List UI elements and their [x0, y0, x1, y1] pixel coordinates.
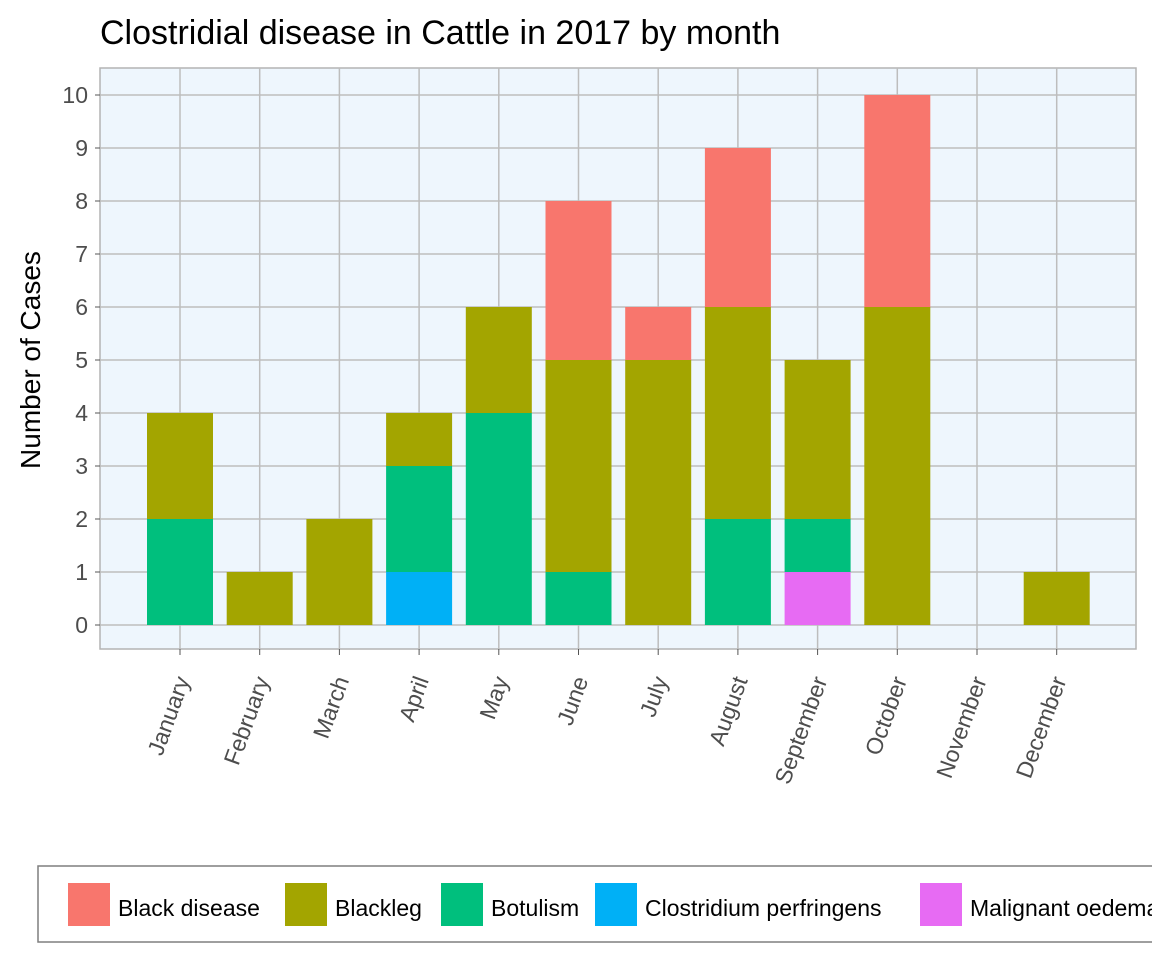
bar-segment	[545, 360, 612, 572]
y-tick-label: 10	[62, 82, 88, 108]
legend-swatch	[441, 883, 483, 926]
legend-label: Clostridium perfringens	[645, 895, 881, 921]
bar-segment	[625, 307, 692, 360]
y-tick-label: 2	[75, 506, 88, 532]
legend-swatch	[920, 883, 962, 926]
legend: Black disease Blackleg Botulism Clostridium…	[68, 883, 1152, 926]
bar-segment	[147, 519, 213, 625]
bar-segment	[704, 148, 771, 307]
legend-swatch	[68, 883, 110, 926]
legend-label: Black disease	[118, 895, 260, 921]
x-tick-label: June	[552, 673, 593, 729]
x-tick-label: July	[634, 672, 673, 720]
x-tick-label: January	[142, 672, 195, 758]
bar-segment	[704, 307, 771, 519]
bar-segment	[306, 519, 373, 625]
x-tick-label: February	[218, 672, 274, 768]
bar-segment	[784, 360, 851, 519]
legend-swatch	[285, 883, 327, 926]
x-tick-label: November	[931, 673, 992, 782]
bar-segment	[226, 572, 293, 625]
x-tick-label: May	[474, 672, 513, 722]
y-axis-ticks: 0 1 2 3 4 5 6 7 8 9 10	[62, 82, 100, 638]
bar-segment	[704, 519, 771, 625]
y-tick-label: 6	[75, 294, 88, 320]
bar-segment	[465, 307, 532, 413]
bar-segment	[386, 572, 453, 625]
y-tick-label: 7	[75, 241, 88, 267]
y-axis-label: Number of Cases	[15, 251, 46, 469]
x-tick-label: September	[769, 673, 832, 788]
bars	[147, 95, 1090, 625]
y-tick-label: 5	[75, 347, 88, 373]
bar-segment	[1023, 572, 1090, 625]
plot-panel	[99, 67, 1137, 650]
y-tick-label: 1	[75, 559, 88, 585]
bar-segment	[784, 519, 851, 572]
x-tick-label: October	[860, 673, 913, 759]
legend-label: Malignant oedema	[970, 895, 1152, 921]
bar-segment	[545, 572, 612, 625]
x-axis-ticks: January February March April May June July Augu…	[142, 649, 1072, 788]
bar-segment	[465, 413, 532, 625]
bar-segment	[147, 413, 213, 519]
bar-segment	[625, 360, 692, 625]
y-tick-label: 9	[75, 135, 88, 161]
y-tick-label: 8	[75, 188, 88, 214]
legend-label: Blackleg	[335, 895, 422, 921]
chart-title: Clostridial disease in Cattle in 2017 by…	[100, 14, 780, 52]
bar-segment	[864, 307, 931, 625]
legend-swatch	[595, 883, 637, 926]
x-tick-label: December	[1011, 673, 1072, 782]
y-tick-label: 4	[75, 400, 88, 426]
y-tick-label: 3	[75, 453, 88, 479]
bar-segment	[386, 413, 453, 466]
bar-segment	[784, 572, 851, 625]
x-tick-label: April	[394, 673, 434, 725]
bar-segment	[386, 466, 453, 572]
bar-segment	[545, 201, 612, 360]
x-tick-label: March	[308, 673, 354, 742]
bar-segment	[864, 95, 931, 307]
x-tick-label: August	[704, 672, 753, 749]
legend-label: Botulism	[491, 895, 579, 921]
y-tick-label: 0	[75, 612, 88, 638]
